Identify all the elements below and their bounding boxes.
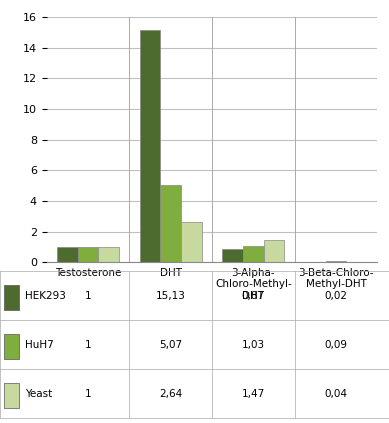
Text: 5,07: 5,07 [159, 340, 182, 350]
Text: 1: 1 [85, 291, 91, 301]
Bar [160, 184, 181, 262]
Text: 0,04: 0,04 [324, 389, 347, 399]
Text: 1,47: 1,47 [242, 389, 265, 399]
Text: 1: 1 [85, 389, 91, 399]
Bar [4, 334, 19, 359]
Bar [78, 247, 98, 262]
Bar [98, 247, 119, 262]
Bar [140, 30, 160, 262]
Bar [4, 285, 19, 310]
Text: 1: 1 [85, 340, 91, 350]
Text: 0,02: 0,02 [324, 291, 347, 301]
Bar [264, 240, 284, 262]
Text: 0,87: 0,87 [242, 291, 265, 301]
Text: HuH7: HuH7 [25, 340, 54, 350]
Text: 0,09: 0,09 [324, 340, 347, 350]
Bar [4, 383, 19, 408]
Text: 1,03: 1,03 [242, 340, 265, 350]
Text: 2,64: 2,64 [159, 389, 182, 399]
Text: Yeast: Yeast [25, 389, 53, 399]
Bar [243, 247, 264, 262]
Bar [57, 247, 78, 262]
Bar [181, 222, 202, 262]
Text: HEK293: HEK293 [25, 291, 66, 301]
Bar [326, 261, 346, 262]
Text: 15,13: 15,13 [156, 291, 186, 301]
Bar [223, 249, 243, 262]
